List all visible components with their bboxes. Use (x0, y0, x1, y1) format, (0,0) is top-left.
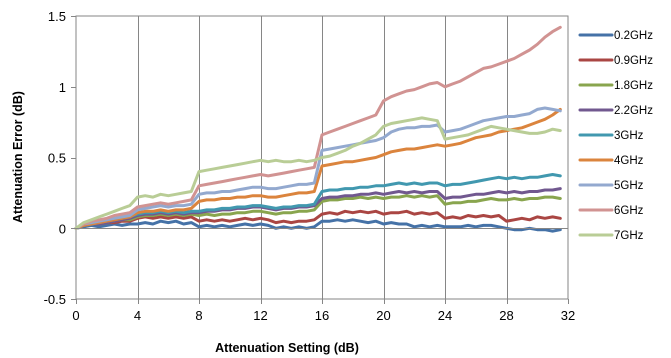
legend-item: 4GHz (578, 155, 644, 167)
series-line-4GHz (74, 107, 562, 230)
x-tick-label: 32 (561, 308, 575, 323)
legend-label: 6GHz (614, 205, 644, 217)
y-tick-label: 0.5 (48, 151, 66, 166)
axes: 0 4 8 12 16 20 24 28 32 -0.5 0 0.5 1 1.5 (44, 9, 576, 323)
x-axis-title: Attenuation Setting (dB) (215, 341, 359, 355)
x-tick-label: 4 (134, 308, 141, 323)
x-tick-label: 12 (253, 308, 267, 323)
legend-label: 3GHz (614, 130, 644, 142)
legend-item: 7GHz (578, 230, 644, 242)
legend-item: 5GHz (578, 180, 644, 192)
legend-item: 0.9GHz (578, 55, 653, 67)
series-line-6GHz (74, 25, 562, 230)
series-lines (74, 25, 562, 233)
series-line-0.9GHz (74, 209, 562, 230)
legend: 0.2GHz 0.9GHz 1.8GHz 2.2GHz 3GHz 4GHz 5GHz 6GHz… (578, 30, 653, 242)
legend-label: 5GHz (614, 180, 644, 192)
legend-item: 2.2GHz (578, 105, 653, 117)
legend-label: 7GHz (614, 230, 644, 242)
y-axis-title: Attenuation Error (dB) (11, 91, 25, 223)
legend-label: 2.2GHz (614, 105, 653, 117)
legend-label: 0.2GHz (614, 30, 653, 42)
legend-item: 6GHz (578, 205, 644, 217)
y-tick-label: 0 (59, 221, 66, 236)
x-tick-label: 0 (72, 308, 79, 323)
x-tick-label: 8 (195, 308, 202, 323)
x-tick-label: 20 (376, 308, 390, 323)
legend-item: 1.8GHz (578, 80, 653, 92)
gridlines (138, 16, 508, 299)
series-line-0.2GHz (74, 218, 562, 233)
legend-label: 1.8GHz (614, 80, 653, 92)
legend-item: 3GHz (578, 130, 644, 142)
legend-item: 0.2GHz (578, 30, 653, 42)
legend-label: 0.9GHz (614, 55, 653, 67)
series-line-5GHz (74, 106, 562, 230)
legend-label: 4GHz (614, 155, 644, 167)
y-tick-label: 1 (59, 80, 66, 95)
x-tick-label: 28 (499, 308, 513, 323)
y-tick-label: 1.5 (48, 9, 66, 24)
x-tick-label: 16 (315, 308, 329, 323)
y-tick-label: -0.5 (44, 292, 66, 307)
x-tick-label: 24 (438, 308, 452, 323)
series-line-7GHz (74, 116, 562, 230)
